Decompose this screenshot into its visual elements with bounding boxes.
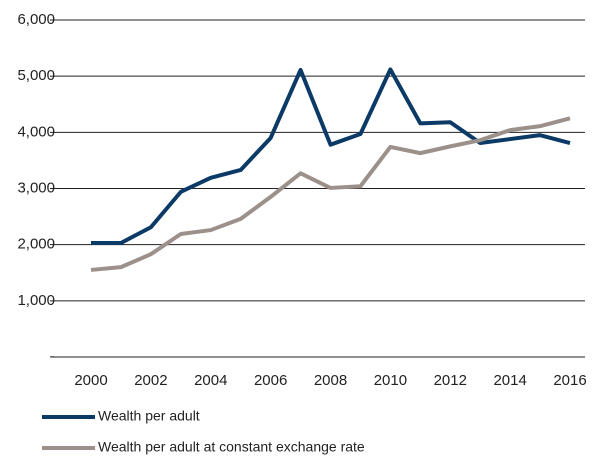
legend-label: Wealth per adult at constant exchange ra… [98, 439, 365, 455]
x-tick-label: 2016 [553, 372, 586, 389]
legend-label: Wealth per adult [98, 408, 200, 424]
series-line [91, 67, 571, 245]
y-tick-label: - [50, 348, 55, 365]
x-tick-label: 2014 [493, 372, 526, 389]
y-tick-label: 4,000 [17, 123, 55, 140]
y-tick-label: 1,000 [17, 292, 55, 309]
x-tick-label: 2000 [74, 372, 107, 389]
x-tick-label: 2006 [254, 372, 287, 389]
x-tick-label: 2004 [194, 372, 227, 389]
y-tick-label: 6,000 [17, 11, 55, 28]
y-tick-label: 2,000 [17, 236, 55, 253]
y-tick-label: 5,000 [17, 67, 55, 84]
x-tick-label: 2012 [434, 372, 467, 389]
series-line [90, 116, 571, 272]
y-tick-label: 3,000 [17, 179, 55, 196]
x-tick-label: 2008 [314, 372, 347, 389]
x-tick-label: 2002 [134, 372, 167, 389]
x-tick-label: 2010 [374, 372, 407, 389]
